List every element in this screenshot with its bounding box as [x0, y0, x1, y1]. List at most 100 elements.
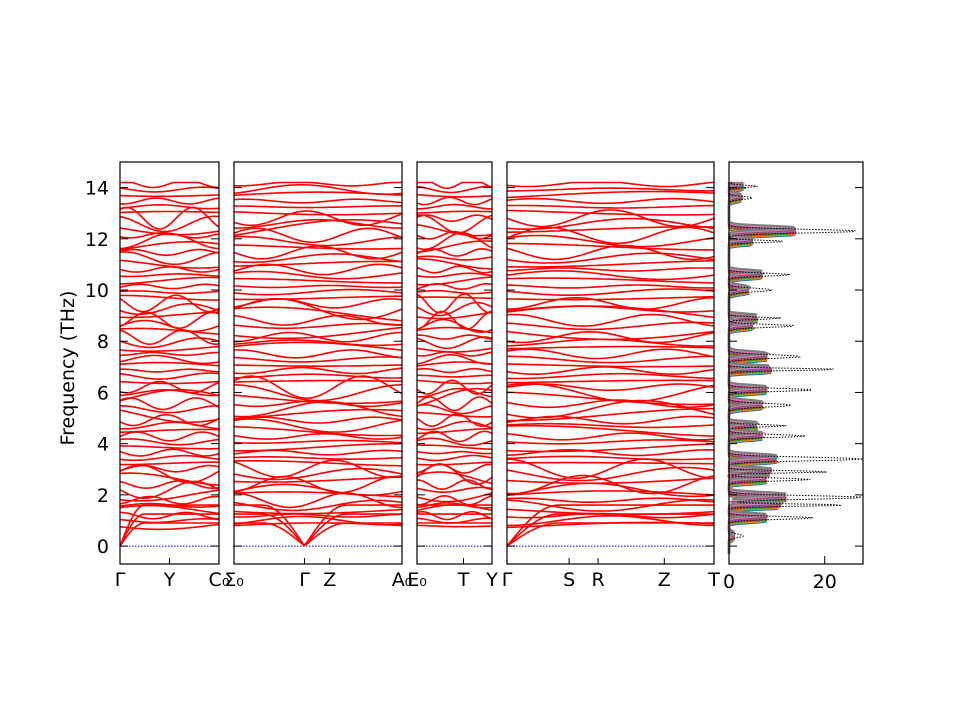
x-tick-label: 0: [723, 571, 735, 593]
k-point-label: T: [457, 569, 470, 591]
total-dos-curve: [728, 182, 863, 554]
band-curve: [119, 311, 220, 330]
band-curve: [506, 348, 715, 360]
band-curve: [416, 420, 493, 431]
band-curve: [119, 409, 220, 424]
band-curve: [506, 305, 715, 313]
band-curve: [233, 184, 403, 195]
band-curve: [416, 311, 493, 320]
band-curve: [506, 345, 715, 350]
band-curve: [506, 443, 715, 453]
band-curve: [233, 349, 403, 359]
band-curve: [507, 204, 715, 209]
band-curve: [506, 391, 715, 406]
k-point-label: Z: [323, 569, 336, 591]
band-curve: [507, 461, 715, 465]
band-curve: [119, 283, 220, 290]
band-curve: [119, 421, 220, 430]
band-curve: [416, 247, 493, 257]
band-curve: [506, 267, 715, 272]
k-point-label: T: [707, 569, 720, 591]
band-curve: [233, 295, 402, 301]
band-curve: [417, 258, 492, 270]
band-curve: [416, 255, 493, 261]
band-curve: [233, 326, 403, 340]
band-curve: [233, 425, 403, 437]
band-curve: [233, 364, 403, 367]
band-curve: [233, 210, 403, 227]
band-curve: [506, 455, 715, 461]
band-curve: [416, 301, 493, 317]
band-curve: [119, 204, 220, 210]
band-curve: [119, 380, 220, 385]
band-curve: [416, 367, 493, 374]
band-curve: [119, 197, 220, 205]
band-curve: [416, 289, 493, 295]
band-curve: [120, 294, 219, 301]
band-curve: [506, 252, 715, 264]
band-curve: [506, 422, 715, 429]
band-curve: [416, 214, 493, 222]
band-curve: [120, 311, 219, 319]
band-curve: [506, 234, 715, 248]
band-curve: [506, 482, 715, 498]
y-tick-label: 8: [97, 331, 109, 353]
y-tick-label: 0: [97, 536, 109, 558]
band-curve: [416, 454, 493, 462]
band-curve: [416, 354, 493, 365]
band-curve: [416, 272, 493, 278]
y-tick-labels: 0 2 4 6 8 10 12 14: [85, 178, 109, 558]
band-curve: [234, 513, 403, 518]
band-curve: [416, 492, 493, 503]
dos-frame: [728, 161, 864, 565]
k-point-label: Γ: [502, 569, 513, 591]
band-curve: [119, 276, 219, 285]
band-curve: [233, 432, 403, 440]
band-curve: [416, 379, 493, 385]
k-point-label: S: [563, 569, 575, 591]
band-curve: [119, 438, 220, 446]
k-point-label: E₀: [407, 569, 427, 591]
band-curve: [233, 366, 403, 375]
band-curve: [417, 194, 492, 198]
band-curve: [506, 513, 714, 547]
band-curve: [233, 375, 403, 400]
band-curve: [233, 384, 403, 402]
band-curve: [119, 272, 220, 278]
band-curve: [233, 492, 403, 509]
band-curve: [119, 454, 220, 462]
band-curve: [119, 495, 220, 505]
band-curve: [234, 504, 402, 547]
band-curve: [506, 190, 715, 199]
band-curve: [507, 209, 714, 216]
band-curve: [507, 407, 714, 422]
band-curve: [234, 442, 402, 452]
band-curve: [506, 498, 715, 512]
band-curve: [506, 508, 715, 516]
band-curve: [120, 232, 219, 250]
band-curve: [119, 513, 219, 547]
band-curve: [233, 379, 402, 383]
band-curve: [233, 322, 403, 330]
band-curve: [417, 374, 492, 378]
band-curve: [507, 260, 714, 268]
band-curve: [416, 240, 493, 253]
band-curve: [416, 265, 493, 274]
band-curve: [119, 210, 220, 214]
band-curve: [233, 408, 403, 420]
band-curve: [119, 372, 220, 380]
band-curve: [119, 345, 220, 352]
band-curve: [233, 456, 403, 460]
band-curve: [416, 196, 493, 206]
band-curve: [233, 508, 403, 515]
band-curve: [119, 502, 220, 508]
band-curve: [506, 363, 715, 368]
band-curve: [506, 458, 715, 480]
band-curve: [416, 437, 493, 447]
band-curve: [119, 368, 219, 373]
band-curve: [119, 294, 220, 313]
band-curve: [120, 461, 219, 466]
band-curve: [506, 242, 714, 251]
